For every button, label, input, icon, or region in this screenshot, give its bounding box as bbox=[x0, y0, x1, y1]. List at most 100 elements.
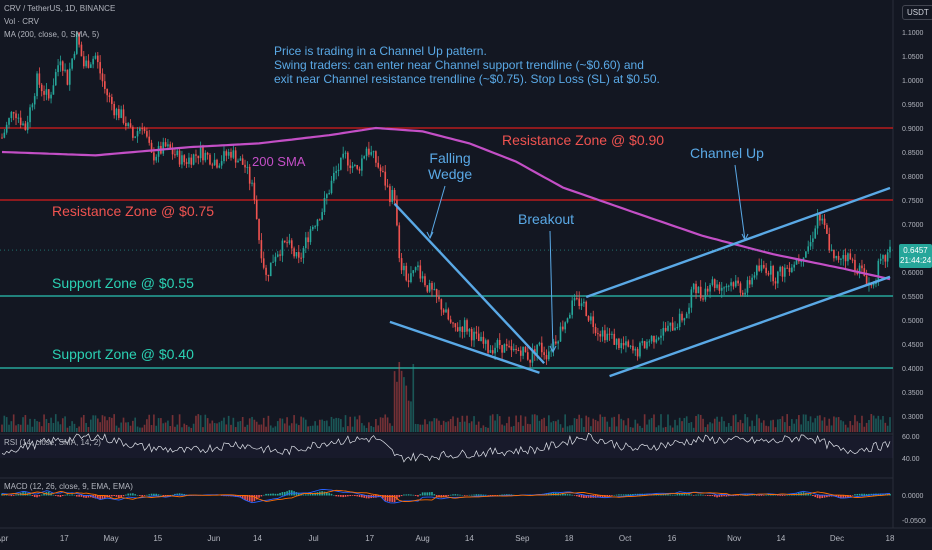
ma-label: MA (200, close, 0, SMA, 5) bbox=[4, 30, 100, 39]
volume-bar bbox=[244, 426, 246, 432]
macd-tick-label: 0.0000 bbox=[902, 493, 924, 500]
candle-body bbox=[858, 265, 861, 274]
candle-body bbox=[384, 171, 387, 186]
volume-bar bbox=[510, 426, 513, 432]
macd-histogram-bar bbox=[237, 495, 239, 497]
volume-bar bbox=[611, 417, 613, 432]
candle-body bbox=[449, 319, 452, 323]
channel-up-label: Channel Up bbox=[690, 145, 764, 161]
rsi-tick-label: 40.00 bbox=[902, 456, 920, 463]
candle-body bbox=[309, 229, 312, 243]
macd-histogram-bar bbox=[94, 495, 97, 499]
candle-body bbox=[648, 341, 651, 343]
macd-histogram-bar bbox=[498, 494, 501, 496]
macd-histogram-bar bbox=[858, 493, 861, 496]
candle-body bbox=[85, 60, 87, 67]
candle-body bbox=[508, 345, 510, 347]
volume-bar bbox=[657, 425, 660, 432]
candle-body bbox=[569, 314, 571, 319]
candle-body bbox=[391, 189, 394, 203]
candle-body bbox=[487, 340, 489, 353]
macd-histogram-bar bbox=[884, 493, 887, 496]
candle-body bbox=[781, 266, 784, 277]
macd-histogram-bar bbox=[326, 492, 328, 496]
candle-body bbox=[276, 254, 279, 257]
volume-bar bbox=[272, 427, 274, 432]
volume-bar bbox=[548, 415, 550, 432]
macd-histogram-bar bbox=[662, 494, 665, 496]
volume-bar bbox=[230, 424, 232, 432]
macd-histogram-bar bbox=[111, 495, 113, 497]
candle-body bbox=[676, 326, 679, 328]
falling-wedge-line-1: Falling bbox=[429, 150, 471, 166]
volume-bar bbox=[538, 420, 541, 432]
volume-bar bbox=[40, 426, 43, 432]
volume-bar bbox=[737, 422, 739, 432]
volume-bar bbox=[641, 427, 644, 432]
candle-body bbox=[213, 159, 216, 166]
macd-histogram-bar bbox=[433, 494, 436, 496]
candle-body bbox=[650, 335, 653, 342]
trendline bbox=[389, 320, 540, 374]
candle-body bbox=[281, 240, 284, 256]
macd-histogram-bar bbox=[456, 494, 459, 496]
volume-bar bbox=[211, 420, 214, 432]
note-line-1: Price is trading in a Channel Up pattern… bbox=[274, 44, 487, 58]
volume-bar bbox=[255, 421, 258, 432]
currency-button[interactable]: USDT bbox=[902, 5, 932, 20]
candle-body bbox=[316, 219, 319, 227]
macd-histogram-bar bbox=[356, 495, 359, 497]
candle-body bbox=[225, 151, 228, 156]
candle-body bbox=[382, 171, 384, 173]
volume-bar bbox=[580, 418, 583, 432]
macd-histogram-bar bbox=[295, 492, 298, 496]
volume-bar bbox=[741, 423, 744, 432]
volume-bar bbox=[22, 417, 24, 432]
candle-body bbox=[377, 162, 380, 168]
candle-body bbox=[190, 157, 193, 165]
macd-histogram-bar bbox=[678, 493, 681, 496]
candle-body bbox=[886, 252, 889, 262]
macd-histogram-bar bbox=[419, 494, 422, 496]
macd-signal-line bbox=[1, 489, 891, 503]
macd-histogram-bar bbox=[5, 494, 8, 496]
macd-histogram-bar bbox=[253, 495, 256, 502]
macd-histogram-bar bbox=[578, 495, 581, 497]
candle-body bbox=[480, 336, 482, 341]
macd-histogram-bar bbox=[354, 495, 356, 497]
macd-histogram-bar bbox=[148, 494, 151, 496]
candle-body bbox=[795, 259, 798, 265]
time-tick-label: Dec bbox=[830, 534, 844, 543]
macd-histogram-bar bbox=[410, 494, 412, 496]
candle-body bbox=[629, 345, 632, 347]
macd-histogram-bar bbox=[17, 493, 20, 496]
macd-histogram-bar bbox=[690, 494, 693, 496]
candle-body bbox=[463, 320, 466, 332]
candle-body bbox=[71, 58, 73, 69]
candle-body bbox=[674, 327, 676, 331]
volume-bar bbox=[484, 427, 487, 432]
volume-bar bbox=[64, 416, 66, 432]
resistance-075-label: Resistance Zone @ $0.75 bbox=[52, 203, 215, 219]
candle-body bbox=[695, 283, 697, 294]
candle-body bbox=[414, 267, 417, 271]
macd-histogram-bar bbox=[276, 493, 279, 496]
macd-histogram-bar bbox=[454, 494, 457, 496]
macd-histogram-bar bbox=[244, 495, 246, 500]
macd-histogram-bar bbox=[66, 494, 69, 496]
last-price-badge: 0.6457 21:44:24 bbox=[899, 244, 932, 268]
volume-bar bbox=[826, 425, 828, 432]
candle-body bbox=[882, 255, 884, 259]
macd-histogram-bar bbox=[646, 493, 648, 496]
annotation-arrowhead bbox=[741, 233, 749, 242]
volume-bar bbox=[195, 415, 197, 432]
candle-body bbox=[304, 237, 307, 249]
candle-body bbox=[779, 266, 781, 272]
candle-body bbox=[150, 142, 153, 153]
volume-bar bbox=[141, 427, 144, 432]
macd-histogram-bar bbox=[311, 493, 314, 496]
candle-body bbox=[475, 331, 478, 334]
volume-bar bbox=[113, 414, 115, 432]
volume-bar bbox=[297, 425, 300, 432]
